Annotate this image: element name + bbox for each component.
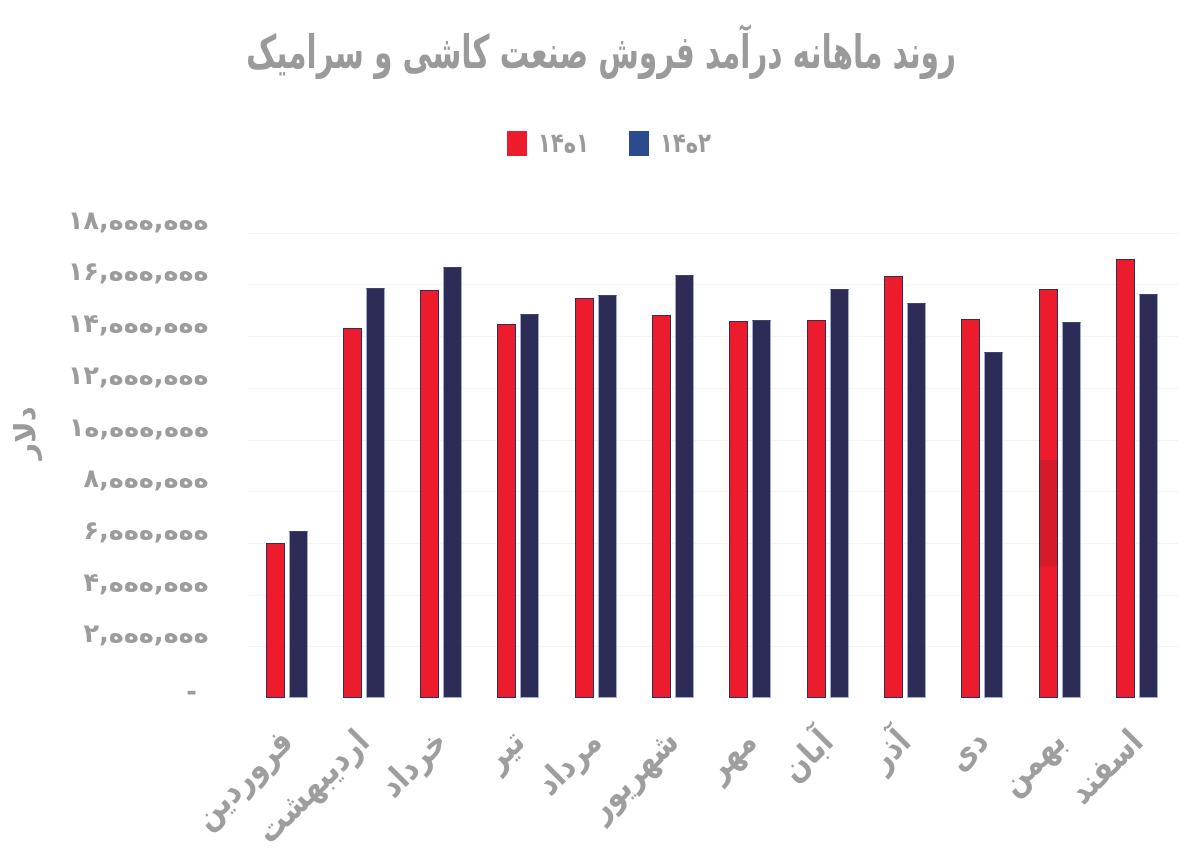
bar-۱۴۰۱-بهمن bbox=[1038, 289, 1058, 698]
gridline-7 bbox=[247, 336, 1178, 338]
x-tick-label-بهمن: بهمن bbox=[992, 721, 1074, 804]
y-tick-label-6: ۱۲,ەەە,ەەە bbox=[68, 360, 210, 391]
bar-۱۴۰۱-تیر bbox=[497, 323, 517, 698]
y-tick-label-5: ۱ە,ەەە,ەەە bbox=[68, 412, 210, 443]
bar-۱۴۰۱-آبان bbox=[806, 320, 826, 698]
legend: ۱۴ە۱ ۱۴ە۲ bbox=[15, 130, 1202, 157]
bar-۱۴۰۲-مهر bbox=[752, 319, 772, 698]
bar-۱۴۰۲-مرداد bbox=[597, 294, 617, 698]
y-tick-label-7: ۱۴,ەەە,ەەە bbox=[68, 309, 210, 340]
bar-۱۴۰۲-اردیبهشت bbox=[365, 287, 385, 698]
y-axis-title: دلار bbox=[8, 406, 42, 460]
bar-۱۴۰۲-اسفند bbox=[1138, 294, 1158, 698]
x-tick-label-آبان: آبان bbox=[773, 721, 842, 790]
gridline-1 bbox=[247, 646, 1178, 648]
legend-item-1401: ۱۴ە۱ bbox=[507, 130, 603, 157]
gridline-8 bbox=[247, 284, 1178, 286]
gridline-6 bbox=[247, 387, 1178, 389]
x-tick-label-مهر: مهر bbox=[697, 721, 765, 790]
legend-item-1402: ۱۴ە۲ bbox=[628, 128, 725, 159]
bar-۱۴۰۲-بهمن bbox=[1061, 322, 1081, 698]
gridline-2 bbox=[247, 594, 1178, 596]
legend-swatch-1402 bbox=[628, 131, 649, 156]
bar-۱۴۰۱-مهر bbox=[729, 320, 749, 698]
x-tick-label-دی: دی bbox=[938, 721, 997, 780]
bar-۱۴۰۱-دی bbox=[961, 318, 981, 698]
bar-۱۴۰۱-خرداد bbox=[420, 289, 440, 698]
gridline-4 bbox=[247, 491, 1178, 493]
bar-۱۴۰۱-شهریور bbox=[652, 315, 672, 698]
bar-۱۴۰۲-فروردین bbox=[288, 531, 308, 698]
y-tick-label-3: ۶,ەەە,ەەە bbox=[83, 515, 210, 546]
bar-۱۴۰۱-آذر bbox=[883, 275, 903, 698]
x-tick-label-خرداد: خرداد bbox=[371, 721, 456, 806]
bar-۱۴۰۲-آذر bbox=[906, 302, 926, 698]
x-tick-label-تیر: تیر bbox=[475, 721, 533, 779]
gridline-9 bbox=[247, 232, 1178, 234]
bar-۱۴۰۲-آبان bbox=[829, 288, 849, 698]
y-tick-label-9: ۱۸,ەەە,ەەە bbox=[68, 205, 210, 236]
bar-۱۴۰۲-شهریور bbox=[675, 274, 695, 698]
y-tick-label-4: ۸,ەەە,ەەە bbox=[83, 464, 210, 495]
bar-۱۴۰۲-دی bbox=[984, 352, 1004, 698]
bar-۱۴۰۲-خرداد bbox=[443, 266, 463, 698]
y-tick-label-1: ۲,ەەە,ەەە bbox=[83, 619, 210, 650]
gridline-3 bbox=[247, 542, 1178, 544]
y-tick-label-2: ۴,ەەە,ەەە bbox=[83, 567, 210, 598]
bar-۱۴۰۱-فروردین bbox=[265, 543, 285, 698]
y-tick-label-8: ۱۶,ەەە,ەەە bbox=[68, 257, 210, 288]
gridline-5 bbox=[247, 439, 1178, 441]
bar-۱۴۰۱-مرداد bbox=[574, 297, 594, 698]
bar-۱۴۰۲-تیر bbox=[520, 313, 540, 698]
legend-label-1402: ۱۴ە۲ bbox=[659, 128, 712, 159]
shaded-band bbox=[1038, 459, 1058, 567]
chart-title: روند ماهانه درآمد فروش صنعت کاشی و سرامی… bbox=[246, 25, 956, 79]
bar-۱۴۰۱-اسفند bbox=[1115, 259, 1135, 698]
x-tick-label-آذر: آذر bbox=[861, 721, 920, 780]
legend-label-1401: ۱۴ە۱ bbox=[538, 128, 590, 159]
x-tick-label-اسفند: اسفند bbox=[1060, 721, 1152, 813]
y-tick-label-0: - bbox=[186, 677, 197, 707]
legend-swatch-1401 bbox=[507, 131, 528, 156]
bar-۱۴۰۱-اردیبهشت bbox=[342, 327, 362, 698]
